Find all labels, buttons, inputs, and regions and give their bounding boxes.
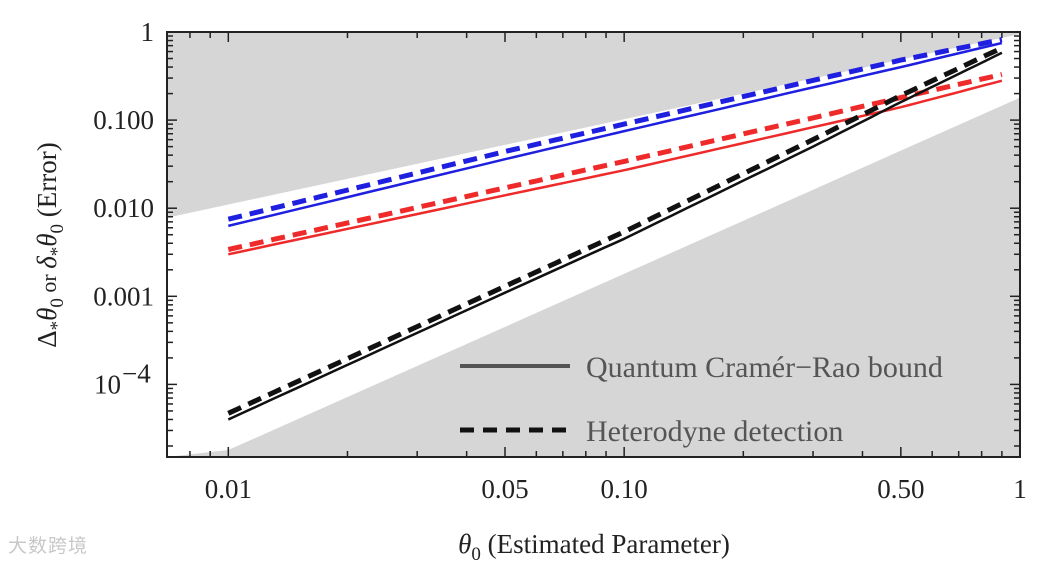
- x-axis-title-subscript: 0: [471, 544, 481, 565]
- y-tick-label-0: 1: [141, 17, 155, 47]
- legend-label-cramer-rao: Quantum Cramér−Rao bound: [586, 351, 943, 384]
- series-line-2: [228, 79, 1003, 256]
- y-tick-label-4: 10: [94, 369, 121, 399]
- x-tick-label-3: 0.50: [877, 474, 924, 504]
- y-tick-label-1: 0.100: [93, 105, 154, 135]
- y-tick-label-4-exponent: −4: [122, 358, 151, 388]
- legend: Quantum Cramér−Rao bound Heterodyne dete…: [460, 351, 943, 448]
- series-line-4: [227, 51, 1003, 421]
- x-tick-label-4: 1: [1013, 474, 1027, 504]
- y-tick-label-3: 0.001: [93, 281, 154, 311]
- series-line-1: [227, 37, 1003, 222]
- series-line-0: [228, 41, 1003, 228]
- x-tick-label-0: 0.01: [205, 474, 252, 504]
- watermark: 大数跨境: [8, 535, 89, 557]
- series-line-3: [227, 71, 1003, 252]
- x-axis-title-symbol: θ: [458, 529, 471, 559]
- x-axis-title: θ0 (Estimated Parameter): [458, 529, 730, 565]
- plot-layer: [167, 32, 1020, 457]
- plot-frame: [166, 31, 1021, 458]
- y-axis-title: Δ*θ0 or δ*θ0 (Error): [32, 142, 68, 348]
- shaded-region-upper: [167, 32, 1020, 218]
- shaded-region-lower: [167, 97, 1020, 457]
- x-tick-label-1: 0.05: [481, 474, 528, 504]
- series-line-5: [227, 45, 1003, 416]
- legend-label-heterodyne: Heterodyne detection: [586, 415, 843, 448]
- x-axis-title-text: (Estimated Parameter): [481, 529, 730, 559]
- x-tick-label-2: 0.10: [601, 474, 648, 504]
- y-tick-label-2: 0.010: [93, 193, 154, 223]
